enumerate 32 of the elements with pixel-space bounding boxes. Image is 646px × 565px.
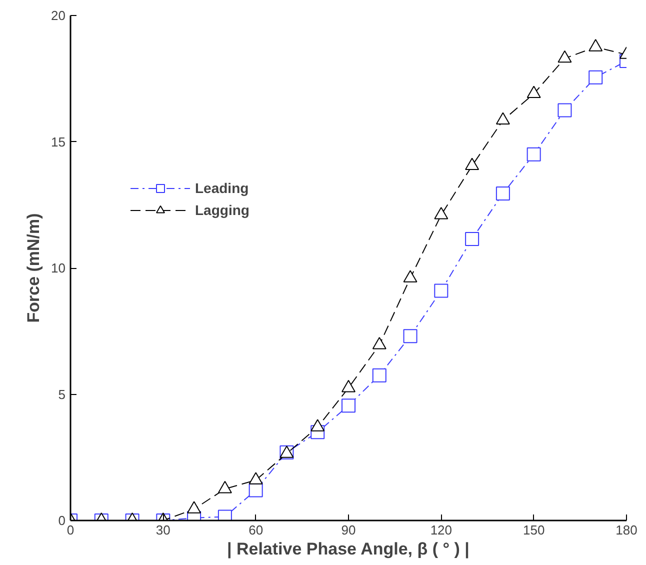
point [187, 501, 202, 514]
y-tick-label: 20 [51, 8, 66, 23]
x-tick-label: 60 [248, 522, 264, 538]
point [342, 380, 356, 392]
y-tick-label: 0 [58, 513, 66, 528]
point [218, 480, 232, 494]
point [403, 270, 418, 282]
point [248, 472, 263, 484]
point [558, 103, 572, 118]
point [310, 419, 325, 432]
point [526, 86, 541, 98]
x-axis-title: | Relative Phase Angle, β ( ° ) | [226, 540, 470, 558]
y-tick-label: 15 [51, 134, 66, 150]
x-tick-label: 30 [156, 522, 170, 538]
legend-label: Leading [195, 180, 249, 196]
x-tick-label: 120 [430, 522, 452, 538]
point [526, 147, 541, 162]
x-tick-label: 150 [522, 522, 545, 538]
point [372, 337, 386, 350]
point [588, 39, 603, 52]
point [588, 70, 603, 84]
y-axis-title: Force (mN/m) [24, 213, 44, 323]
y-tick-label: 10 [51, 260, 66, 276]
legend-label: Lagging [195, 202, 250, 218]
x-tick-label: 90 [341, 522, 356, 538]
point [496, 112, 510, 125]
point [465, 232, 480, 246]
y-tick-label: 5 [58, 386, 66, 402]
x-tick-label: 180 [616, 522, 638, 538]
point [558, 50, 572, 63]
point [465, 158, 480, 170]
point [434, 206, 448, 220]
